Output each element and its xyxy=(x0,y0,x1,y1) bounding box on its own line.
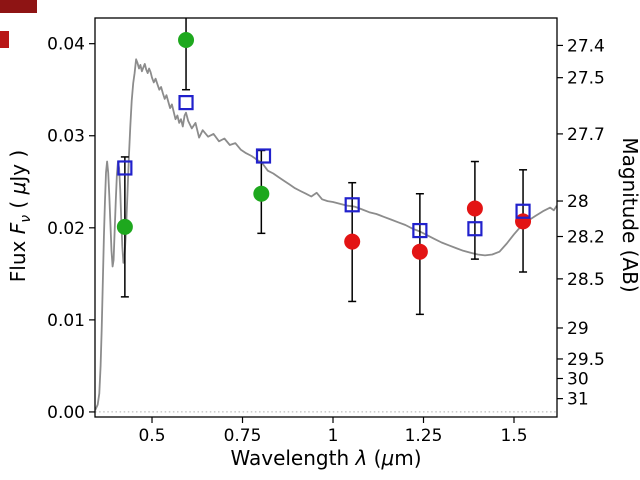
model-spectrum-line xyxy=(95,58,557,411)
x-axis-label-text: Wavelength xyxy=(230,446,356,470)
artifact-top-left-box xyxy=(0,0,37,13)
blue-open-squares-marker xyxy=(255,148,272,164)
mu-symbol: μ xyxy=(6,181,30,195)
x-axis-label: Wavelength λ (μm) xyxy=(230,446,422,470)
y-tick-label-mag: 28.5 xyxy=(567,270,605,290)
y-tick-label-mag: 28 xyxy=(567,192,589,212)
y-tick-label-mag: 27.7 xyxy=(567,125,605,145)
flux-symbol: F xyxy=(6,222,30,235)
x-tick-label: 1 xyxy=(328,426,339,446)
y-tick-label-flux: 0.04 xyxy=(47,35,85,55)
blue-open-squares-marker xyxy=(515,203,531,219)
y-tick-label-mag: 28.2 xyxy=(567,228,605,248)
y-tick-label-mag: 29.5 xyxy=(567,350,605,370)
blue-open-squares-marker xyxy=(178,95,194,111)
mu-symbol: μ xyxy=(381,446,395,470)
nu-subscript: ν xyxy=(18,214,34,223)
blue-open-squares-marker xyxy=(412,222,428,239)
y-tick-label-mag: 31 xyxy=(567,390,589,410)
y-axis-label-left: Flux Fν ( μJy ) xyxy=(6,149,34,283)
y-tick-label-mag: 27.4 xyxy=(567,36,605,56)
y-tick-label-mag: 30 xyxy=(567,370,589,390)
y-tick-label-mag: 29 xyxy=(567,319,589,339)
x-tick-label: 0.5 xyxy=(138,426,165,446)
x-tick-label: 1.5 xyxy=(500,426,527,446)
y-tick-label-flux: 0.00 xyxy=(47,403,85,423)
red-circles-marker xyxy=(411,243,428,260)
x-tick-label: 1.25 xyxy=(405,426,443,446)
y-axis-label-right: Magnitude (AB) xyxy=(618,137,640,293)
blue-open-squares-marker xyxy=(117,160,133,176)
axes-frame xyxy=(94,17,558,418)
y-tick-label-flux: 0.02 xyxy=(47,219,85,239)
lambda-symbol: λ xyxy=(355,446,368,470)
y-tick-label-flux: 0.03 xyxy=(47,127,85,147)
blue-open-squares-marker xyxy=(344,197,360,213)
plot-area xyxy=(95,18,557,413)
artifact-left-edge-box xyxy=(0,31,9,48)
y-tick-label-flux: 0.01 xyxy=(47,311,85,331)
green-circles-marker xyxy=(253,185,270,202)
x-tick-label: 0.75 xyxy=(224,426,262,446)
red-circles-marker xyxy=(466,200,483,217)
red-circles-marker xyxy=(344,233,361,250)
green-circles-marker xyxy=(116,218,133,235)
y-tick-label-mag: 27.5 xyxy=(567,69,605,89)
green-circles-marker xyxy=(178,32,195,49)
blue-open-squares-marker xyxy=(467,221,483,237)
